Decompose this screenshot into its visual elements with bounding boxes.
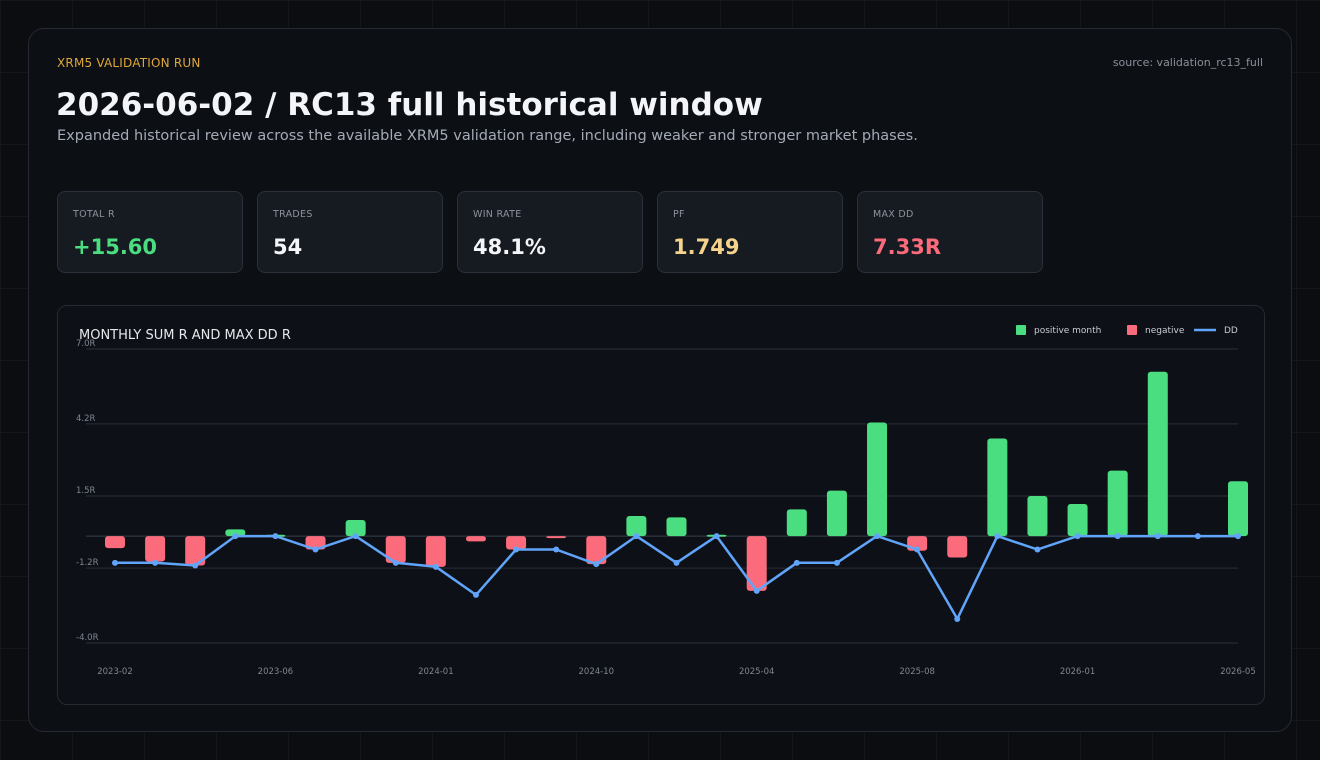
x-tick-label: 2024-10 [579, 667, 615, 677]
kpi-value: 48.1% [473, 235, 546, 259]
dd-point [914, 546, 921, 553]
x-tick-label: 2026-01 [1060, 667, 1096, 677]
monthly-chart-card: MONTHLY SUM R AND MAX DD R 7.0R 4.2R 1.5R -1… [57, 305, 1265, 705]
kpi-label: TRADES [273, 209, 313, 220]
kpi-card-total-r: TOTAL R +15.60 [57, 191, 243, 273]
bar-negative [105, 536, 125, 549]
y-tick-label: -1.2R [76, 558, 99, 568]
dd-point [1235, 533, 1241, 540]
dd-line [115, 534, 1238, 621]
bar-positive [987, 438, 1008, 537]
bar-negative [185, 536, 206, 566]
dd-point [753, 587, 760, 594]
dd-point [232, 533, 239, 540]
bar-positive [626, 516, 647, 537]
y-tick-label: 1.5R [76, 486, 96, 496]
kpi-value: 7.33R [873, 235, 941, 259]
bar-positive [1228, 481, 1248, 537]
kpi-label: WIN RATE [473, 209, 522, 220]
dd-point [1114, 533, 1121, 540]
bar-negative [305, 536, 326, 550]
bar-negative [947, 536, 968, 558]
y-tick-label: 7.0R [76, 339, 96, 349]
dd-point [472, 591, 479, 598]
source-label: source: validation_rc13_full [1112, 56, 1263, 69]
bar-positive [666, 517, 687, 537]
kpi-card-trades: TRADES 54 [257, 191, 443, 273]
dd-point [392, 559, 399, 566]
bar-positive [1067, 504, 1088, 537]
dd-point [994, 533, 1001, 540]
kpi-card-pf: PF 1.749 [657, 191, 843, 273]
legend-swatch [1127, 325, 1137, 335]
dd-point [513, 546, 520, 553]
bar-negative [425, 536, 446, 567]
bar-positive [1107, 470, 1128, 537]
dd-point [432, 563, 439, 570]
legend-swatch [1016, 325, 1026, 335]
legend-label: DD [1224, 326, 1238, 336]
kpi-value: 54 [273, 235, 303, 259]
dd-point [833, 559, 840, 566]
dd-point [1194, 533, 1201, 540]
dd-point [1154, 533, 1161, 540]
bar-negative [506, 536, 527, 550]
bar-negative [465, 536, 486, 542]
eyebrow-label: XRM5 VALIDATION RUN [57, 56, 201, 70]
dd-point [954, 615, 961, 622]
dd-point [793, 559, 800, 566]
page-title: 2026-06-02 / RC13 full historical window [56, 87, 763, 123]
y-tick-label: 4.2R [76, 414, 96, 424]
x-tick-label: 2026-05 [1220, 667, 1256, 677]
dd-point [713, 533, 720, 540]
dd-point [112, 559, 118, 566]
kpi-label: PF [673, 209, 685, 220]
monthly-chart: MONTHLY SUM R AND MAX DD R7.0R 4.2R 1.5R -1… [76, 325, 1256, 677]
bar-positive [826, 490, 847, 537]
kpi-label: TOTAL R [73, 209, 115, 220]
bar-positive [786, 509, 807, 537]
kpi-card-max-dd: MAX DD 7.33R [857, 191, 1043, 273]
dd-point [1074, 533, 1081, 540]
bar-positive [867, 422, 888, 537]
dd-point [312, 546, 319, 553]
x-tick-label: 2025-04 [739, 667, 775, 677]
bar-positive [1027, 496, 1048, 537]
y-tick-label: -4.0R [76, 633, 99, 643]
x-tick-label: 2024-01 [418, 667, 454, 677]
kpi-card-win-rate: WIN RATE 48.1% [457, 191, 643, 273]
bar-negative [145, 536, 166, 562]
bar-negative [586, 536, 607, 565]
dd-point [874, 533, 881, 540]
chart-title: MONTHLY SUM R AND MAX DD R [79, 328, 291, 343]
bar-negative [385, 536, 406, 563]
dd-point [673, 559, 680, 566]
dd-point [593, 561, 600, 568]
bar-positive [1147, 371, 1168, 537]
kpi-value: +15.60 [73, 235, 158, 259]
dd-point [1034, 546, 1041, 553]
x-tick-label: 2023-02 [97, 667, 133, 677]
bar-negative [546, 536, 567, 539]
page-subtitle: Expanded historical review across the av… [57, 128, 918, 144]
bar-positive [225, 529, 246, 537]
x-tick-label: 2025-08 [899, 667, 935, 677]
kpi-label: MAX DD [873, 209, 914, 220]
dd-point [352, 533, 359, 540]
legend-label: positive month [1034, 326, 1101, 336]
dd-point [192, 562, 199, 569]
dd-point [633, 533, 640, 540]
bar-negative [746, 536, 767, 591]
dd-point [272, 533, 279, 540]
kpi-value: 1.749 [673, 235, 740, 259]
dd-point [553, 546, 560, 553]
validation-panel: XRM5 VALIDATION RUN source: validation_r… [28, 28, 1292, 732]
legend-label: negative [1145, 326, 1185, 336]
dd-point [152, 559, 159, 566]
bar-positive [345, 520, 366, 537]
x-tick-label: 2023-06 [258, 667, 294, 677]
